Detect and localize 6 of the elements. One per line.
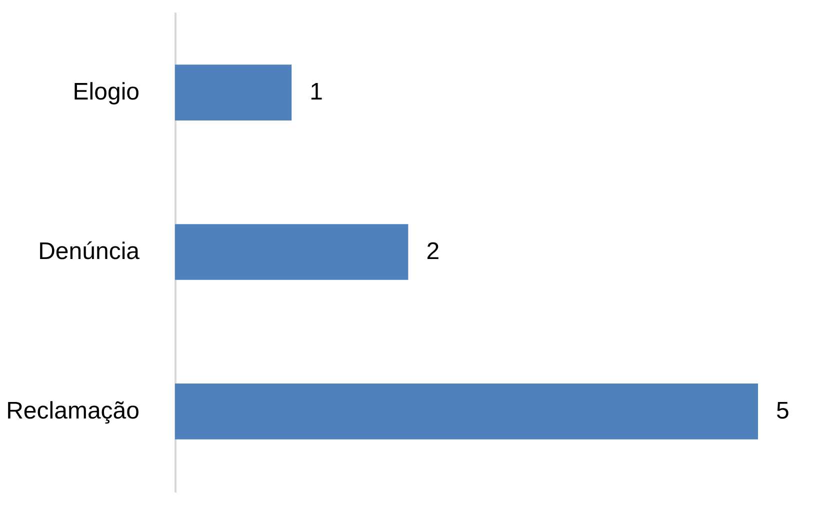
y-tick-label: Denúncia	[38, 238, 140, 265]
data-label: 2	[426, 238, 440, 265]
y-tick-label: Elogio	[72, 78, 140, 106]
y-tick-label: Reclamação	[6, 397, 140, 424]
data-label: 1	[310, 78, 323, 106]
data-label: 5	[776, 397, 790, 424]
